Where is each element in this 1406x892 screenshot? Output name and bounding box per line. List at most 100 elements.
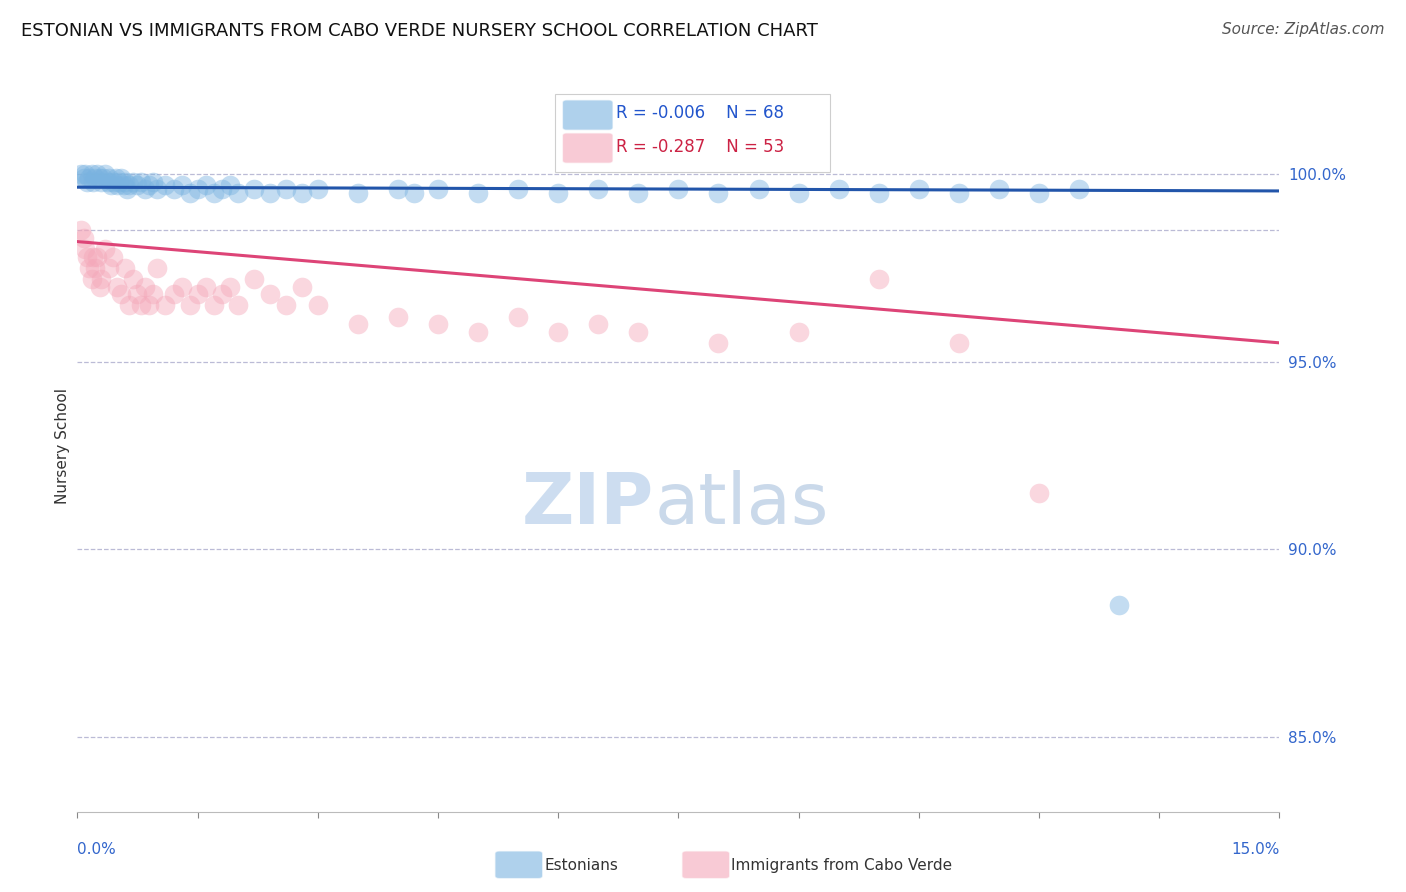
Point	[131, 298, 153, 312]
Point	[110, 287, 132, 301]
Point	[868, 272, 890, 286]
Point	[114, 260, 136, 275]
Point	[110, 170, 132, 185]
Point	[187, 287, 209, 301]
Point	[108, 175, 131, 189]
Point	[98, 260, 121, 275]
Point	[1028, 186, 1050, 200]
Point	[242, 272, 264, 286]
Point	[707, 335, 730, 350]
Point	[146, 260, 169, 275]
Point	[387, 310, 409, 324]
Point	[868, 186, 890, 200]
Point	[508, 310, 530, 324]
Point	[79, 260, 101, 275]
Point	[75, 242, 97, 256]
Point	[134, 279, 156, 293]
Point	[127, 287, 149, 301]
Point	[291, 186, 314, 200]
Point	[86, 250, 108, 264]
Point	[307, 298, 329, 312]
Point	[94, 167, 117, 181]
Point	[73, 231, 96, 245]
Point	[387, 182, 409, 196]
Point	[211, 287, 233, 301]
Point	[138, 178, 160, 193]
Point	[226, 186, 249, 200]
Point	[259, 186, 281, 200]
Text: 0.0%: 0.0%	[77, 842, 117, 856]
Point	[103, 250, 125, 264]
Point	[242, 182, 264, 196]
Point	[73, 170, 96, 185]
Point	[274, 182, 297, 196]
Point	[94, 242, 117, 256]
Point	[307, 182, 329, 196]
Point	[80, 167, 103, 181]
Text: Source: ZipAtlas.com: Source: ZipAtlas.com	[1222, 22, 1385, 37]
Point	[162, 287, 184, 301]
Point	[402, 186, 425, 200]
Point	[748, 182, 770, 196]
Point	[194, 178, 217, 193]
Point	[707, 186, 730, 200]
Point	[347, 186, 370, 200]
Point	[86, 167, 108, 181]
Point	[1108, 599, 1130, 613]
Point	[179, 186, 201, 200]
Point	[627, 186, 650, 200]
Point	[155, 298, 177, 312]
Text: atlas: atlas	[654, 470, 828, 539]
Point	[91, 170, 114, 185]
Point	[118, 178, 141, 193]
Point	[80, 272, 103, 286]
Point	[155, 178, 177, 193]
Point	[588, 317, 610, 331]
Point	[115, 182, 138, 196]
Point	[170, 178, 193, 193]
Point	[107, 279, 129, 293]
Point	[1069, 182, 1091, 196]
Point	[90, 272, 112, 286]
Point	[828, 182, 851, 196]
Point	[162, 182, 184, 196]
Point	[988, 182, 1011, 196]
Point	[179, 298, 201, 312]
Point	[107, 178, 129, 193]
Point	[218, 279, 240, 293]
Point	[218, 178, 240, 193]
Point	[547, 186, 569, 200]
Point	[97, 175, 120, 189]
Point	[194, 279, 217, 293]
Point	[226, 298, 249, 312]
Point	[467, 186, 489, 200]
Point	[70, 223, 93, 237]
Y-axis label: Nursery School: Nursery School	[55, 388, 70, 504]
Point	[122, 272, 145, 286]
Point	[84, 170, 107, 185]
Point	[79, 170, 101, 185]
Point	[89, 279, 111, 293]
Point	[122, 175, 145, 189]
Point	[146, 182, 169, 196]
Point	[100, 178, 122, 193]
Point	[98, 170, 121, 185]
Point	[131, 175, 153, 189]
Text: 15.0%: 15.0%	[1232, 842, 1279, 856]
Point	[948, 335, 970, 350]
Point	[211, 182, 233, 196]
Point	[127, 178, 149, 193]
Point	[82, 175, 104, 189]
Point	[142, 175, 165, 189]
Text: Estonians: Estonians	[544, 858, 619, 872]
Point	[259, 287, 281, 301]
Point	[908, 182, 931, 196]
Point	[627, 325, 650, 339]
Point	[202, 186, 225, 200]
Point	[291, 279, 314, 293]
Point	[103, 175, 125, 189]
Text: Immigrants from Cabo Verde: Immigrants from Cabo Verde	[731, 858, 952, 872]
Point	[70, 167, 93, 181]
Point	[347, 317, 370, 331]
Point	[1028, 486, 1050, 500]
